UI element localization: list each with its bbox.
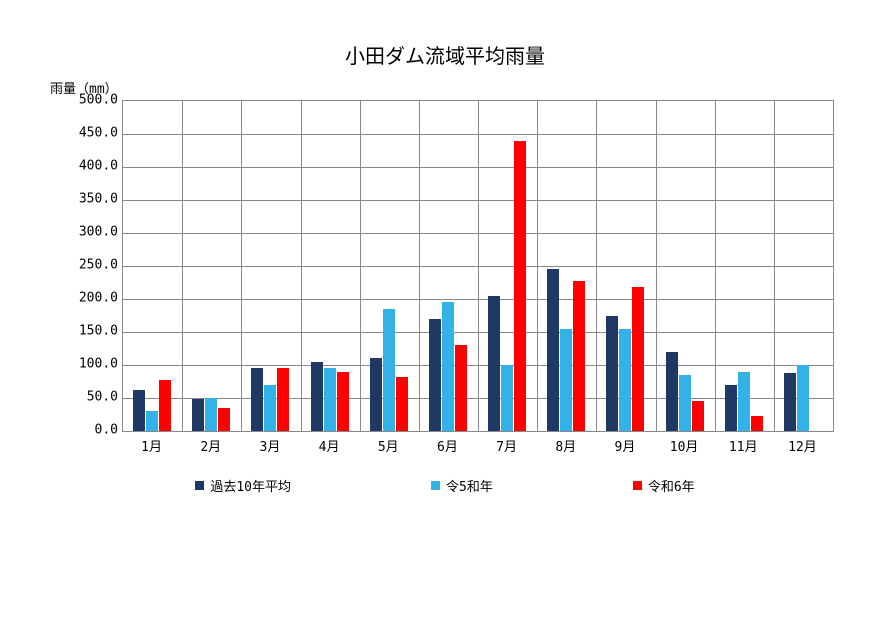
x-tick-label: 7月 xyxy=(496,436,517,455)
gridline-vertical xyxy=(182,101,183,431)
legend-swatch xyxy=(431,481,440,490)
gridline-vertical xyxy=(241,101,242,431)
legend-item: 令和6年 xyxy=(633,476,695,495)
x-tick-label: 10月 xyxy=(670,436,699,455)
legend-swatch xyxy=(195,481,204,490)
x-tick-label: 12月 xyxy=(788,436,817,455)
bar-過去10年平均 xyxy=(311,362,323,431)
x-tick-label: 2月 xyxy=(200,436,221,455)
bar-令和6年 xyxy=(455,345,467,431)
bar-過去10年平均 xyxy=(133,390,145,431)
bar-令和6年 xyxy=(573,281,585,431)
bar-令5和年 xyxy=(679,375,691,431)
gridline-vertical xyxy=(360,101,361,431)
bar-令和6年 xyxy=(751,416,763,431)
legend-label: 過去10年平均 xyxy=(210,476,291,495)
gridline-vertical xyxy=(419,101,420,431)
legend-label: 令和6年 xyxy=(648,476,695,495)
bar-令和6年 xyxy=(218,408,230,431)
bar-令5和年 xyxy=(324,368,336,431)
y-tick-label: 500.0 xyxy=(58,93,118,108)
chart-legend: 過去10年平均 令5和年 令和6年 xyxy=(50,470,840,495)
bar-令5和年 xyxy=(619,329,631,431)
legend-item: 令5和年 xyxy=(431,476,493,495)
bar-過去10年平均 xyxy=(251,368,263,431)
gridline-vertical xyxy=(656,101,657,431)
bar-令5和年 xyxy=(442,302,454,431)
bar-過去10年平均 xyxy=(370,358,382,431)
x-tick-label: 3月 xyxy=(259,436,280,455)
gridline-vertical xyxy=(537,101,538,431)
y-tick-label: 300.0 xyxy=(58,225,118,240)
gridline-vertical xyxy=(301,101,302,431)
gridline-vertical xyxy=(774,101,775,431)
bar-過去10年平均 xyxy=(547,269,559,431)
bar-過去10年平均 xyxy=(666,352,678,431)
bar-令和6年 xyxy=(277,368,289,431)
x-tick-label: 8月 xyxy=(555,436,576,455)
bar-令和6年 xyxy=(514,141,526,431)
bar-令5和年 xyxy=(146,411,158,431)
bar-令5和年 xyxy=(797,365,809,431)
bar-令和6年 xyxy=(396,377,408,431)
bar-過去10年平均 xyxy=(488,296,500,431)
bar-過去10年平均 xyxy=(606,316,618,432)
bar-令和6年 xyxy=(692,401,704,431)
x-tick-label: 11月 xyxy=(729,436,758,455)
bar-過去10年平均 xyxy=(725,385,737,431)
legend-swatch xyxy=(633,481,642,490)
legend-label: 令5和年 xyxy=(446,476,493,495)
bar-令和6年 xyxy=(337,372,349,431)
bar-令和6年 xyxy=(159,380,171,431)
bar-過去10年平均 xyxy=(784,373,796,431)
y-tick-label: 50.0 xyxy=(58,390,118,405)
bar-令5和年 xyxy=(383,309,395,431)
y-tick-label: 0.0 xyxy=(58,423,118,438)
x-tick-label: 4月 xyxy=(319,436,340,455)
rainfall-chart: 小田ダム流域平均雨量 雨量（mm） 0.050.0100.0150.0200.0… xyxy=(50,40,840,500)
bar-令5和年 xyxy=(264,385,276,431)
gridline-vertical xyxy=(596,101,597,431)
y-tick-label: 150.0 xyxy=(58,324,118,339)
bar-令5和年 xyxy=(205,398,217,431)
bar-過去10年平均 xyxy=(429,319,441,431)
gridline-vertical xyxy=(715,101,716,431)
y-tick-label: 250.0 xyxy=(58,258,118,273)
x-tick-label: 1月 xyxy=(141,436,162,455)
bar-過去10年平均 xyxy=(192,399,204,431)
plot-area xyxy=(122,100,834,432)
legend-item: 過去10年平均 xyxy=(195,476,291,495)
gridline-vertical xyxy=(478,101,479,431)
bar-令5和年 xyxy=(738,372,750,431)
bar-令和6年 xyxy=(632,287,644,431)
bar-令5和年 xyxy=(501,365,513,431)
x-tick-label: 9月 xyxy=(614,436,635,455)
x-tick-label: 6月 xyxy=(437,436,458,455)
y-tick-label: 100.0 xyxy=(58,357,118,372)
y-tick-label: 400.0 xyxy=(58,159,118,174)
chart-title: 小田ダム流域平均雨量 xyxy=(50,40,840,69)
y-tick-label: 200.0 xyxy=(58,291,118,306)
x-tick-label: 5月 xyxy=(378,436,399,455)
y-tick-label: 450.0 xyxy=(58,126,118,141)
bar-令5和年 xyxy=(560,329,572,431)
y-tick-label: 350.0 xyxy=(58,192,118,207)
